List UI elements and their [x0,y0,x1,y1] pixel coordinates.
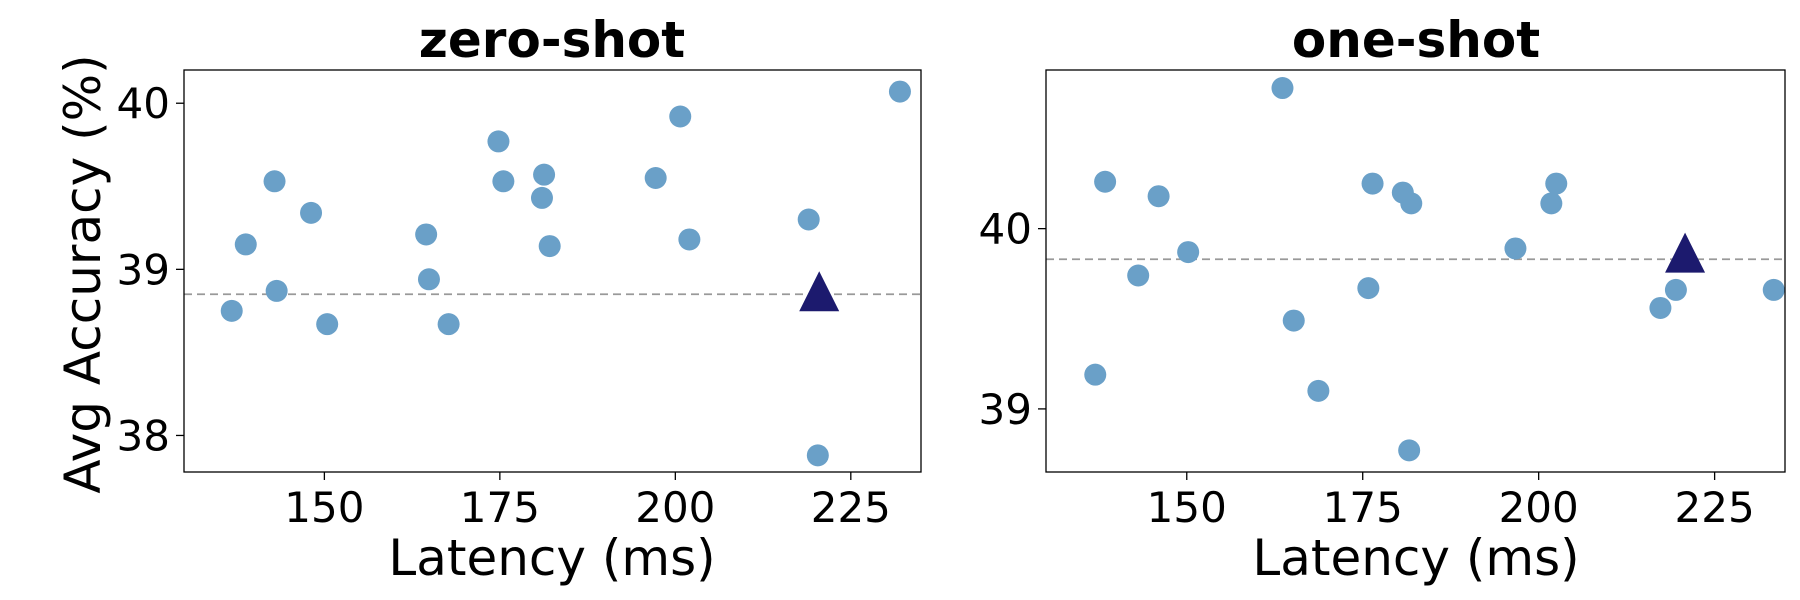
triangle-marker [799,271,840,312]
data-point [1127,264,1150,287]
x-tick-label: 225 [1675,483,1755,532]
x-tick-label: 225 [811,483,891,532]
data-point [1762,278,1785,301]
x-tick-label: 150 [1147,483,1227,532]
data-point [300,201,323,224]
x-tick-label: 200 [635,483,715,532]
data-point [1664,278,1687,301]
data-point [669,105,692,128]
data-point [492,170,515,193]
data-point [1649,296,1672,319]
data-point [1282,309,1305,332]
data-point [1540,192,1563,215]
plot-frame [183,69,922,473]
y-tick-label: 38 [117,411,170,460]
data-point [1357,277,1380,300]
chart-title: one-shot [1292,11,1540,69]
data-point [263,170,286,193]
y-tick-label: 40 [117,79,170,128]
data-point [797,208,820,231]
data-point [1084,363,1107,386]
data-point [415,223,438,246]
x-tick-label: 150 [284,483,364,532]
data-point [1307,379,1330,402]
data-point [234,233,257,256]
x-axis-label: Latency (ms) [388,529,715,587]
x-axis-label: Latency (ms) [1252,529,1579,587]
chart-title: zero-shot [419,11,685,69]
data-point [533,163,556,186]
data-point [530,186,553,209]
y-axis-label: Avg Accuracy (%) [54,54,112,493]
data-point [1504,237,1527,260]
y-tick-label: 39 [979,385,1032,434]
y-tick-label: 39 [117,245,170,294]
data-point [538,235,561,258]
data-point [644,166,667,189]
data-point [806,444,829,467]
data-point [1271,77,1294,100]
data-point [487,130,510,153]
panel-one-shot: one-shot Latency (ms) 150 175 200 225 39 40 [979,11,1786,587]
data-point [888,80,911,103]
data-point [1545,172,1568,195]
data-point [1400,192,1423,215]
data-point [417,268,440,291]
plot-frame [1045,69,1786,473]
data-point [1094,170,1117,193]
x-tick-label: 175 [460,483,540,532]
data-point [265,279,288,302]
data-point [678,228,701,251]
data-point [316,313,339,336]
data-point [1361,172,1384,195]
panel-zero-shot: zero-shot Latency (ms) Avg Accuracy (%) … [54,11,922,587]
x-tick-label: 200 [1499,483,1579,532]
data-point [1147,185,1170,208]
data-point [220,299,243,322]
y-tick-label: 40 [979,205,1032,254]
data-point [437,313,460,336]
x-tick-label: 175 [1323,483,1403,532]
data-point [1398,439,1421,462]
data-point [1177,241,1200,264]
triangle-marker [1665,232,1706,273]
